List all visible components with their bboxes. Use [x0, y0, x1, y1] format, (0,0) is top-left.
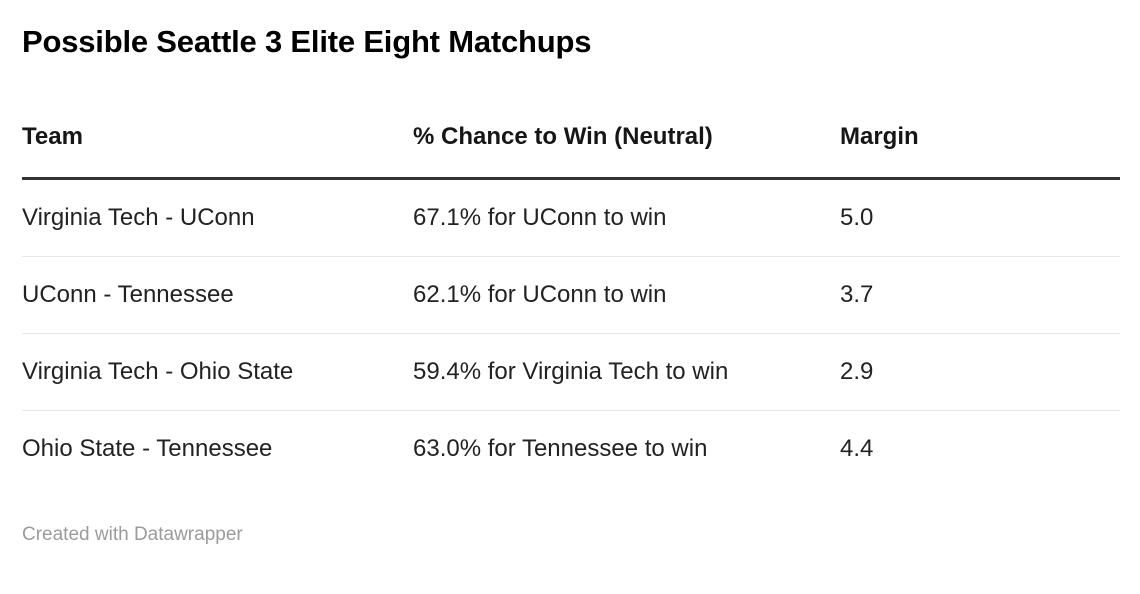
header-row: Team % Chance to Win (Neutral) Margin — [22, 122, 1120, 180]
margin-cell: 3.7 — [840, 256, 1120, 334]
chance-cell: 63.0% for Tennessee to win — [413, 435, 708, 462]
team-cell: UConn - Tennessee — [22, 256, 413, 334]
table-row: Ohio State - Tennessee 63.0% for Tenness… — [22, 411, 1120, 488]
table-row: UConn - Tennessee 62.1% for UConn to win… — [22, 256, 1120, 334]
column-header-margin: Margin — [840, 122, 1120, 180]
team-cell: Virginia Tech - Ohio State — [22, 333, 413, 411]
chart-title: Possible Seattle 3 Elite Eight Matchups — [22, 24, 592, 59]
team-cell: Ohio State - Tennessee — [22, 435, 273, 462]
chance-cell: 62.1% for UConn to win — [413, 256, 840, 334]
column-header-chance: % Chance to Win (Neutral) — [413, 122, 840, 180]
column-header-team: Team — [22, 122, 413, 180]
table-row: Virginia Tech - Ohio State 59.4% for Vir… — [22, 333, 1120, 411]
table-row: Virginia Tech - UConn 67.1% for UConn to… — [22, 178, 1120, 257]
matchups-table: Team % Chance to Win (Neutral) Margin Vi… — [22, 122, 1120, 487]
margin-cell: 5.0 — [840, 178, 1120, 257]
chance-cell: 59.4% for Virginia Tech to win — [413, 333, 840, 411]
margin-cell: 2.9 — [840, 333, 1120, 411]
chance-cell: 67.1% for UConn to win — [413, 178, 840, 257]
datawrapper-attribution-link[interactable]: Created with Datawrapper — [22, 524, 243, 545]
margin-cell: 4.4 — [840, 435, 874, 462]
team-cell: Virginia Tech - UConn — [22, 178, 413, 257]
